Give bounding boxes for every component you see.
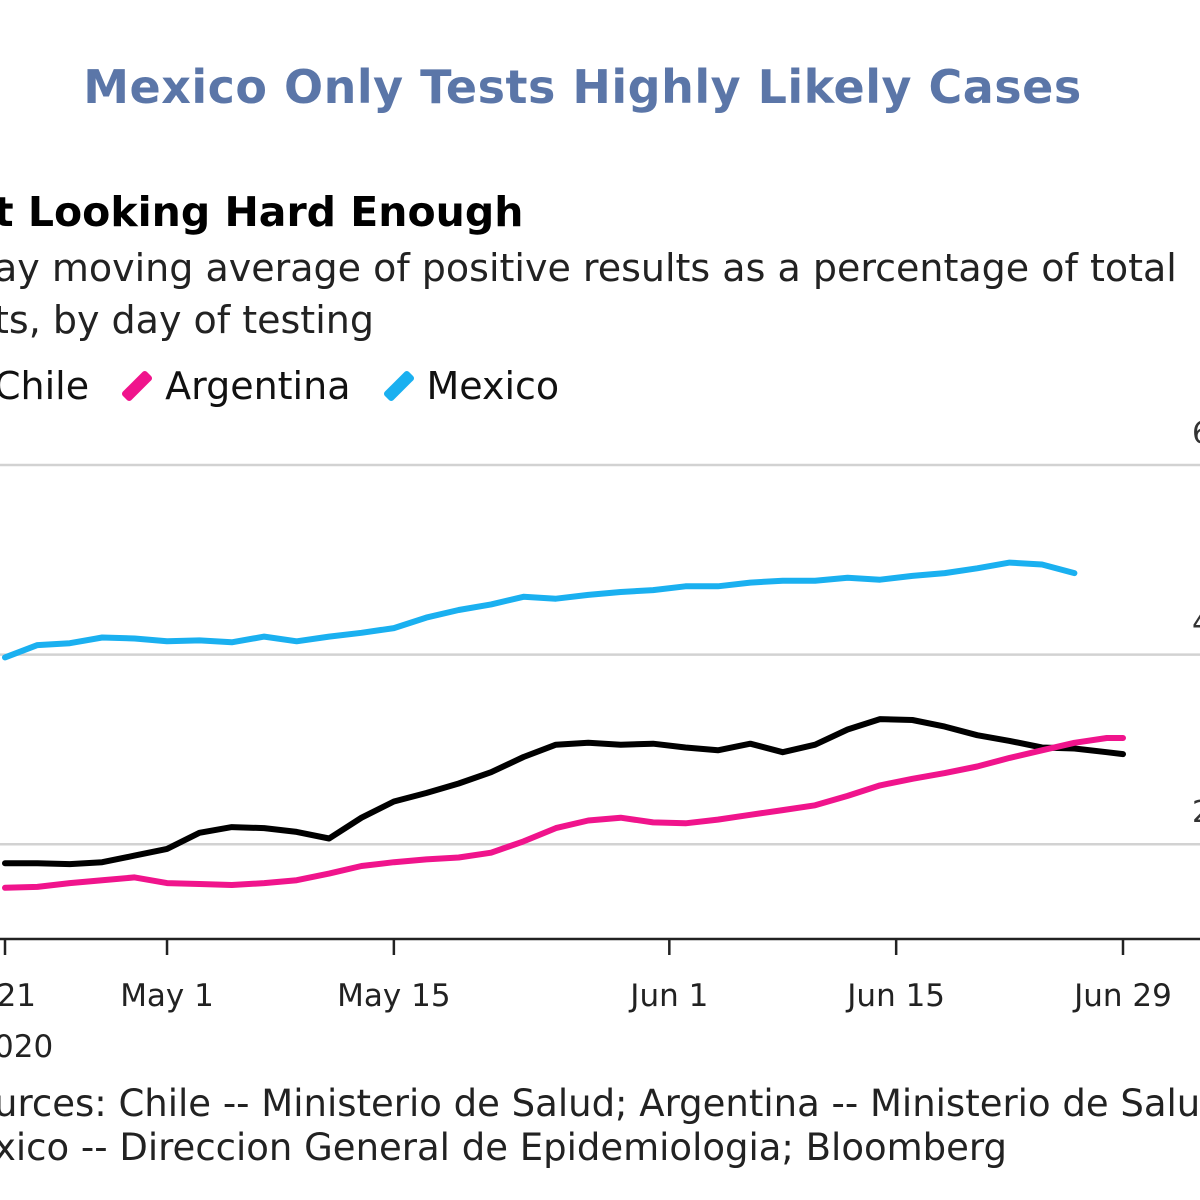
legend-label-argentina: Argentina — [165, 364, 351, 408]
legend-label-chile: Chile — [0, 364, 90, 408]
x-tick-label: Jun 15 — [845, 978, 945, 1014]
source-line: xico -- Direccion General de Epidemiolog… — [0, 1126, 1007, 1169]
banner-title: Mexico Only Tests Highly Likely Cases — [83, 60, 1082, 114]
y-tick-label: 4 — [1192, 606, 1200, 641]
x-tick-label: May 15 — [337, 978, 450, 1014]
legend-item-mexico: Mexico — [379, 364, 560, 408]
x-tick-label: May 1 — [120, 978, 214, 1014]
chart-title: t Looking Hard Enough — [0, 188, 524, 236]
series-line-mexico — [2, 559, 1078, 661]
chart-legend: Chile Argentina Mexico — [0, 360, 587, 412]
x-tick-label: r 21 — [0, 978, 36, 1014]
series-line-chile — [2, 716, 1126, 868]
series-line-argentina — [2, 735, 1126, 891]
legend-item-chile: Chile — [0, 364, 89, 408]
legend-swatch-mexico — [382, 369, 415, 403]
legend-label-mexico: Mexico — [426, 364, 560, 408]
source-line: urces: Chile -- Ministerio de Salud; Arg… — [0, 1082, 1200, 1125]
legend-item-argentina: Argentina — [117, 364, 351, 408]
y-tick-label: 2 — [1192, 795, 1200, 830]
chart-subtitle: ay moving average of positive results as… — [0, 242, 1177, 346]
x-tick-label: Jun 1 — [628, 978, 708, 1014]
x-tick-label: Jun 29 — [1072, 978, 1172, 1014]
x-year-label: 020 — [0, 1029, 53, 1065]
chart-source: urces: Chile -- Ministerio de Salud; Arg… — [0, 1082, 1200, 1170]
subtitle-line: ts, by day of testing — [0, 298, 374, 342]
y-tick-label: 6 — [1192, 416, 1200, 451]
subtitle-line: ay moving average of positive results as… — [0, 246, 1177, 290]
chart-plot-area: 6 4 2 r 21 May 1 May 15 Jun 1 Jun 15 Jun 29 020 — [0, 416, 1200, 1065]
legend-swatch-argentina — [120, 369, 154, 403]
